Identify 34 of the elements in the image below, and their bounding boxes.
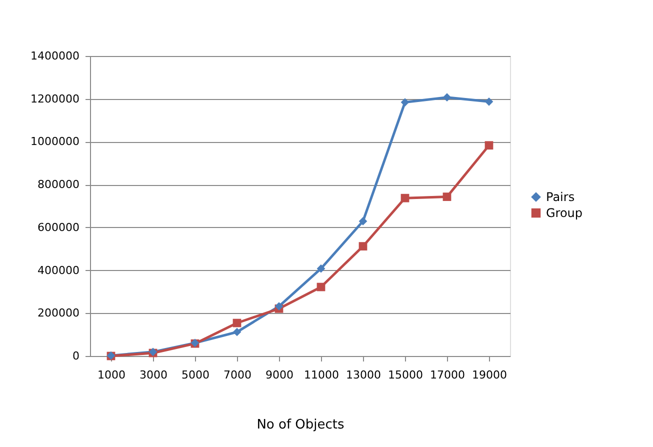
point	[442, 93, 452, 102]
legend-label: Group	[546, 206, 583, 220]
x-tick-label: 11000	[304, 368, 339, 382]
point	[232, 318, 242, 328]
y-tick-label: 400000	[38, 264, 80, 277]
point	[484, 97, 494, 106]
y-tick-label: 1200000	[30, 92, 80, 106]
point	[400, 98, 410, 106]
point	[316, 264, 326, 273]
x-axis-title: No of Objects	[256, 418, 345, 432]
point	[232, 328, 242, 336]
x-tick-label: 5000	[182, 368, 210, 382]
x-tick-label: 3000	[140, 368, 168, 382]
legend-label: Pairs	[546, 190, 575, 204]
y-tick-label: 800000	[38, 178, 80, 192]
point	[316, 282, 326, 292]
y-tick-label: 600000	[38, 220, 80, 234]
point	[358, 217, 368, 226]
point	[274, 302, 284, 310]
y-tick-label: 1000000	[30, 135, 80, 148]
y-tick-label: 0	[72, 350, 80, 362]
y-tick-label: 200000	[38, 306, 80, 320]
x-tick-label: 1000	[98, 368, 126, 382]
point	[358, 242, 368, 250]
point	[484, 141, 494, 150]
x-tick-label: 13000	[346, 368, 381, 382]
y-tick-label: 1400000	[30, 50, 80, 62]
point	[442, 192, 452, 201]
x-tick-label: 19000	[472, 368, 507, 382]
point	[400, 194, 410, 202]
x-tick-label: 15000	[388, 368, 423, 382]
x-tick-label: 9000	[266, 368, 294, 382]
x-tick-label: 17000	[430, 368, 465, 382]
x-tick-label: 7000	[224, 368, 252, 382]
